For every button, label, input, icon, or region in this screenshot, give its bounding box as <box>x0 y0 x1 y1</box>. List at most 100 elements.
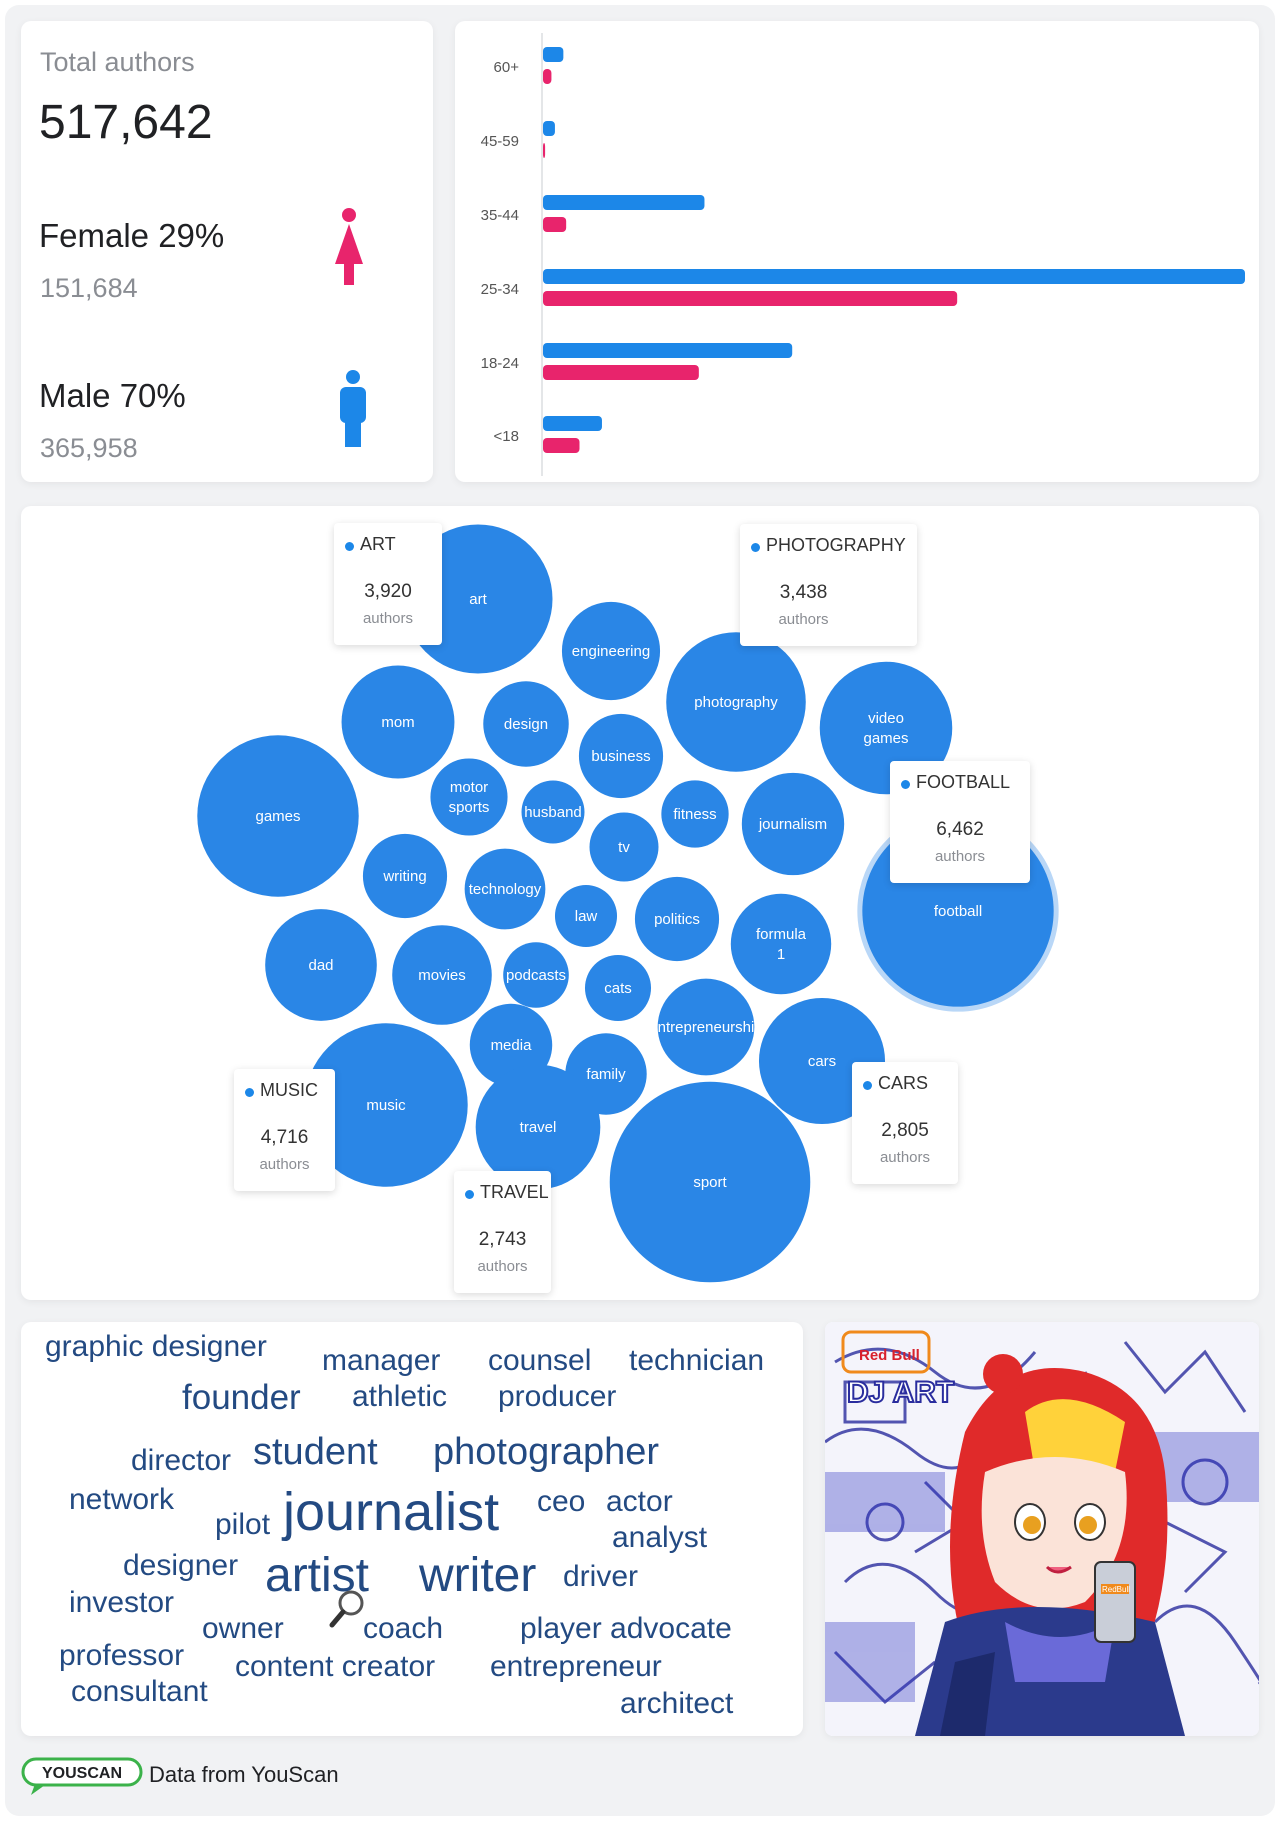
word-graphic-designer[interactable]: graphic designer <box>45 1330 267 1363</box>
age-tick-label: 60+ <box>494 59 520 76</box>
bubble-sport[interactable] <box>609 1081 811 1283</box>
bubble-games[interactable] <box>197 735 359 897</box>
bubble-label: business <box>591 748 650 765</box>
bubble-label: politics <box>654 911 700 928</box>
female-icon <box>335 208 363 285</box>
word-designer[interactable]: designer <box>123 1549 239 1582</box>
male-icon <box>340 370 366 447</box>
bubble-label: husband <box>524 804 582 821</box>
age-bar <box>543 365 699 380</box>
bubble-label: travel <box>520 1119 557 1136</box>
magnifier-cursor-icon <box>329 1590 364 1628</box>
word-content-creator[interactable]: content creator <box>235 1650 436 1683</box>
tooltip-unit: authors <box>259 1156 310 1173</box>
word-consultant[interactable]: consultant <box>71 1675 208 1708</box>
bubble-dad[interactable] <box>265 909 377 1021</box>
tooltip-value: 3,438 <box>779 582 828 603</box>
word-journalist[interactable]: journalist <box>283 1482 500 1542</box>
bubble-travel[interactable] <box>475 1064 601 1190</box>
word-actor[interactable]: actor <box>606 1485 673 1518</box>
age-bar <box>543 416 602 431</box>
word-coach[interactable]: coach <box>363 1612 444 1645</box>
bubble-tv[interactable] <box>589 812 659 882</box>
bubble-podcasts[interactable] <box>503 942 569 1008</box>
bubble-entrepreneurship[interactable] <box>657 978 755 1076</box>
tooltip-dot <box>751 543 760 552</box>
age-bar <box>543 47 564 62</box>
word-athletic[interactable]: athletic <box>352 1380 448 1413</box>
bubble-formula-1[interactable] <box>730 893 832 995</box>
tooltip-name: PHOTOGRAPHY <box>766 535 906 555</box>
interests-bubble-chart: art engineering photography video games mom de… <box>197 524 1059 1283</box>
age-bar <box>543 343 793 358</box>
tooltip-football: FOOTBALL 6,462 authors <box>890 761 1030 883</box>
bubble-law[interactable] <box>554 884 618 948</box>
age-tick-label: 35-44 <box>481 207 519 224</box>
word-founder[interactable]: founder <box>182 1378 301 1417</box>
tooltip-unit: authors <box>778 611 829 628</box>
word-student[interactable]: student <box>253 1431 378 1473</box>
word-pilot[interactable]: pilot <box>215 1508 271 1541</box>
youscan-logo-text: YOUSCAN <box>42 1765 122 1782</box>
bubble-business[interactable] <box>578 713 664 799</box>
word-architect[interactable]: architect <box>620 1687 734 1720</box>
word-producer[interactable]: producer <box>498 1380 617 1413</box>
total-authors-value: 517,642 <box>39 96 213 149</box>
bubble-mom[interactable] <box>341 665 455 779</box>
word-owner[interactable]: owner <box>202 1612 284 1645</box>
word-professor[interactable]: professor <box>59 1639 185 1672</box>
word-network[interactable]: network <box>69 1483 175 1516</box>
bubble-husband[interactable] <box>521 780 585 844</box>
bubble-label: writing <box>382 868 426 885</box>
age-bar <box>543 438 580 453</box>
tooltip-art: ART 3,920 authors <box>334 523 442 645</box>
male-title: Male 70% <box>39 377 186 414</box>
bubble-design[interactable] <box>483 681 569 767</box>
word-ceo[interactable]: ceo <box>537 1485 586 1518</box>
bubble-writing[interactable] <box>362 833 448 919</box>
age-bar <box>543 195 705 210</box>
bubble-photography[interactable] <box>666 632 806 772</box>
word-player-advocate[interactable]: player advocate <box>520 1612 732 1645</box>
bubble-technology[interactable] <box>464 848 546 930</box>
bubble-label: photography <box>694 694 778 711</box>
age-tick-label: 45-59 <box>481 133 519 150</box>
age-tick-label: <18 <box>494 428 519 445</box>
word-investor[interactable]: investor <box>69 1586 175 1619</box>
age-bar <box>543 217 567 232</box>
bubble-engineering[interactable] <box>561 601 661 701</box>
bubble-motor-sports[interactable] <box>430 758 508 836</box>
word-counsel[interactable]: counsel <box>488 1344 592 1377</box>
bubble-fitness[interactable] <box>661 780 729 848</box>
bubble-label: law <box>575 908 598 925</box>
age-chart-card: 60+ 45-59 35-44 25-34 18-24 <18 <box>455 21 1259 482</box>
word-analyst[interactable]: analyst <box>612 1521 708 1554</box>
word-technician[interactable]: technician <box>629 1344 765 1377</box>
age-bar <box>543 69 552 84</box>
bubble-politics[interactable] <box>634 876 720 962</box>
bubble-journalism[interactable] <box>741 772 845 876</box>
age-tick-label: 18-24 <box>481 355 519 372</box>
age-bar-chart: 60+ 45-59 35-44 25-34 18-24 <18 <box>481 33 1245 476</box>
bubble-label: video <box>868 710 904 727</box>
youscan-logo: YOUSCAN <box>21 1757 143 1795</box>
female-count: 151,684 <box>40 273 138 303</box>
word-photographer[interactable]: photographer <box>433 1431 660 1473</box>
word-driver[interactable]: driver <box>563 1560 639 1593</box>
tooltip-photography: PHOTOGRAPHY 3,438 authors <box>740 524 917 646</box>
bubble-cats[interactable] <box>584 954 652 1022</box>
word-manager[interactable]: manager <box>322 1344 441 1377</box>
bubble-music[interactable] <box>304 1023 468 1187</box>
bubble-label: podcasts <box>506 967 566 984</box>
anime-illustration: Red Bull DJ ART RedBull <box>825 1322 1259 1736</box>
word-director[interactable]: director <box>131 1444 232 1477</box>
bubble-movies[interactable] <box>392 925 492 1025</box>
tooltip-unit: authors <box>362 610 414 627</box>
bubble-label: family <box>586 1066 626 1083</box>
can-label: RedBull <box>1102 1585 1130 1594</box>
word-writer[interactable]: writer <box>419 1549 537 1602</box>
tooltip-unit: authors <box>934 848 986 865</box>
bubble-label: motor <box>450 779 488 796</box>
bubble-label: entrepreneurship <box>649 1019 762 1036</box>
word-entrepreneur[interactable]: entrepreneur <box>490 1650 662 1683</box>
